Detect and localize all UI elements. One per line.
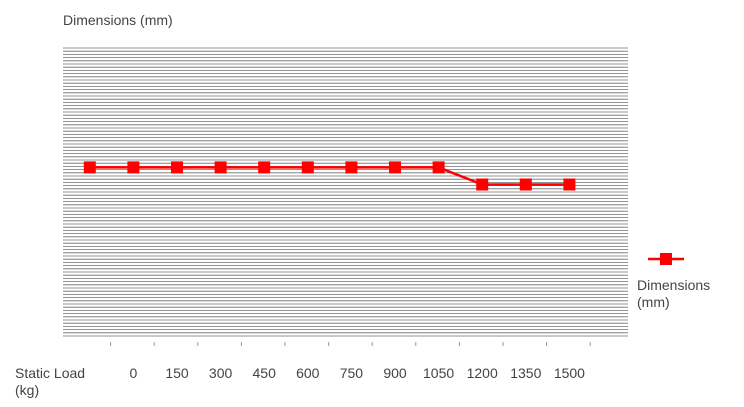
- grid-lines: [63, 47, 628, 337]
- x-tick-label: 900: [383, 365, 407, 381]
- x-tick-label: 1200: [467, 365, 498, 381]
- data-point: [476, 178, 489, 191]
- x-axis-title: Static Load (kg): [15, 365, 85, 398]
- x-tick-label: 0: [130, 365, 138, 381]
- x-tick-label: 450: [253, 365, 277, 381]
- data-point: [519, 178, 532, 191]
- data-point: [83, 161, 96, 174]
- x-tick-label: 150: [165, 365, 189, 381]
- data-point: [301, 161, 314, 174]
- legend: Dimensions (mm): [637, 253, 710, 310]
- data-point: [214, 161, 227, 174]
- legend-marker: [660, 253, 672, 265]
- x-tick-label: 1050: [423, 365, 454, 381]
- x-tick-label: 1500: [554, 365, 585, 381]
- data-point: [345, 161, 358, 174]
- data-point: [432, 161, 445, 174]
- x-tick-label: 750: [340, 365, 364, 381]
- chart-title: Dimensions (mm): [63, 12, 173, 28]
- data-point: [389, 161, 401, 174]
- data-point: [171, 161, 183, 174]
- series-layer: [83, 161, 576, 191]
- data-point: [563, 178, 576, 191]
- x-axis-ticks: [110, 342, 591, 346]
- legend-label: Dimensions (mm): [637, 277, 710, 310]
- x-axis-tick-labels: 0 150 300 450 600 750 900 1050 1200 1350 1500: [130, 365, 586, 381]
- data-point: [127, 161, 140, 174]
- series-line: [89, 166, 570, 186]
- x-tick-label: 300: [209, 365, 233, 381]
- x-tick-label: 600: [296, 365, 320, 381]
- x-tick-label: 1350: [510, 365, 541, 381]
- data-point: [258, 161, 271, 174]
